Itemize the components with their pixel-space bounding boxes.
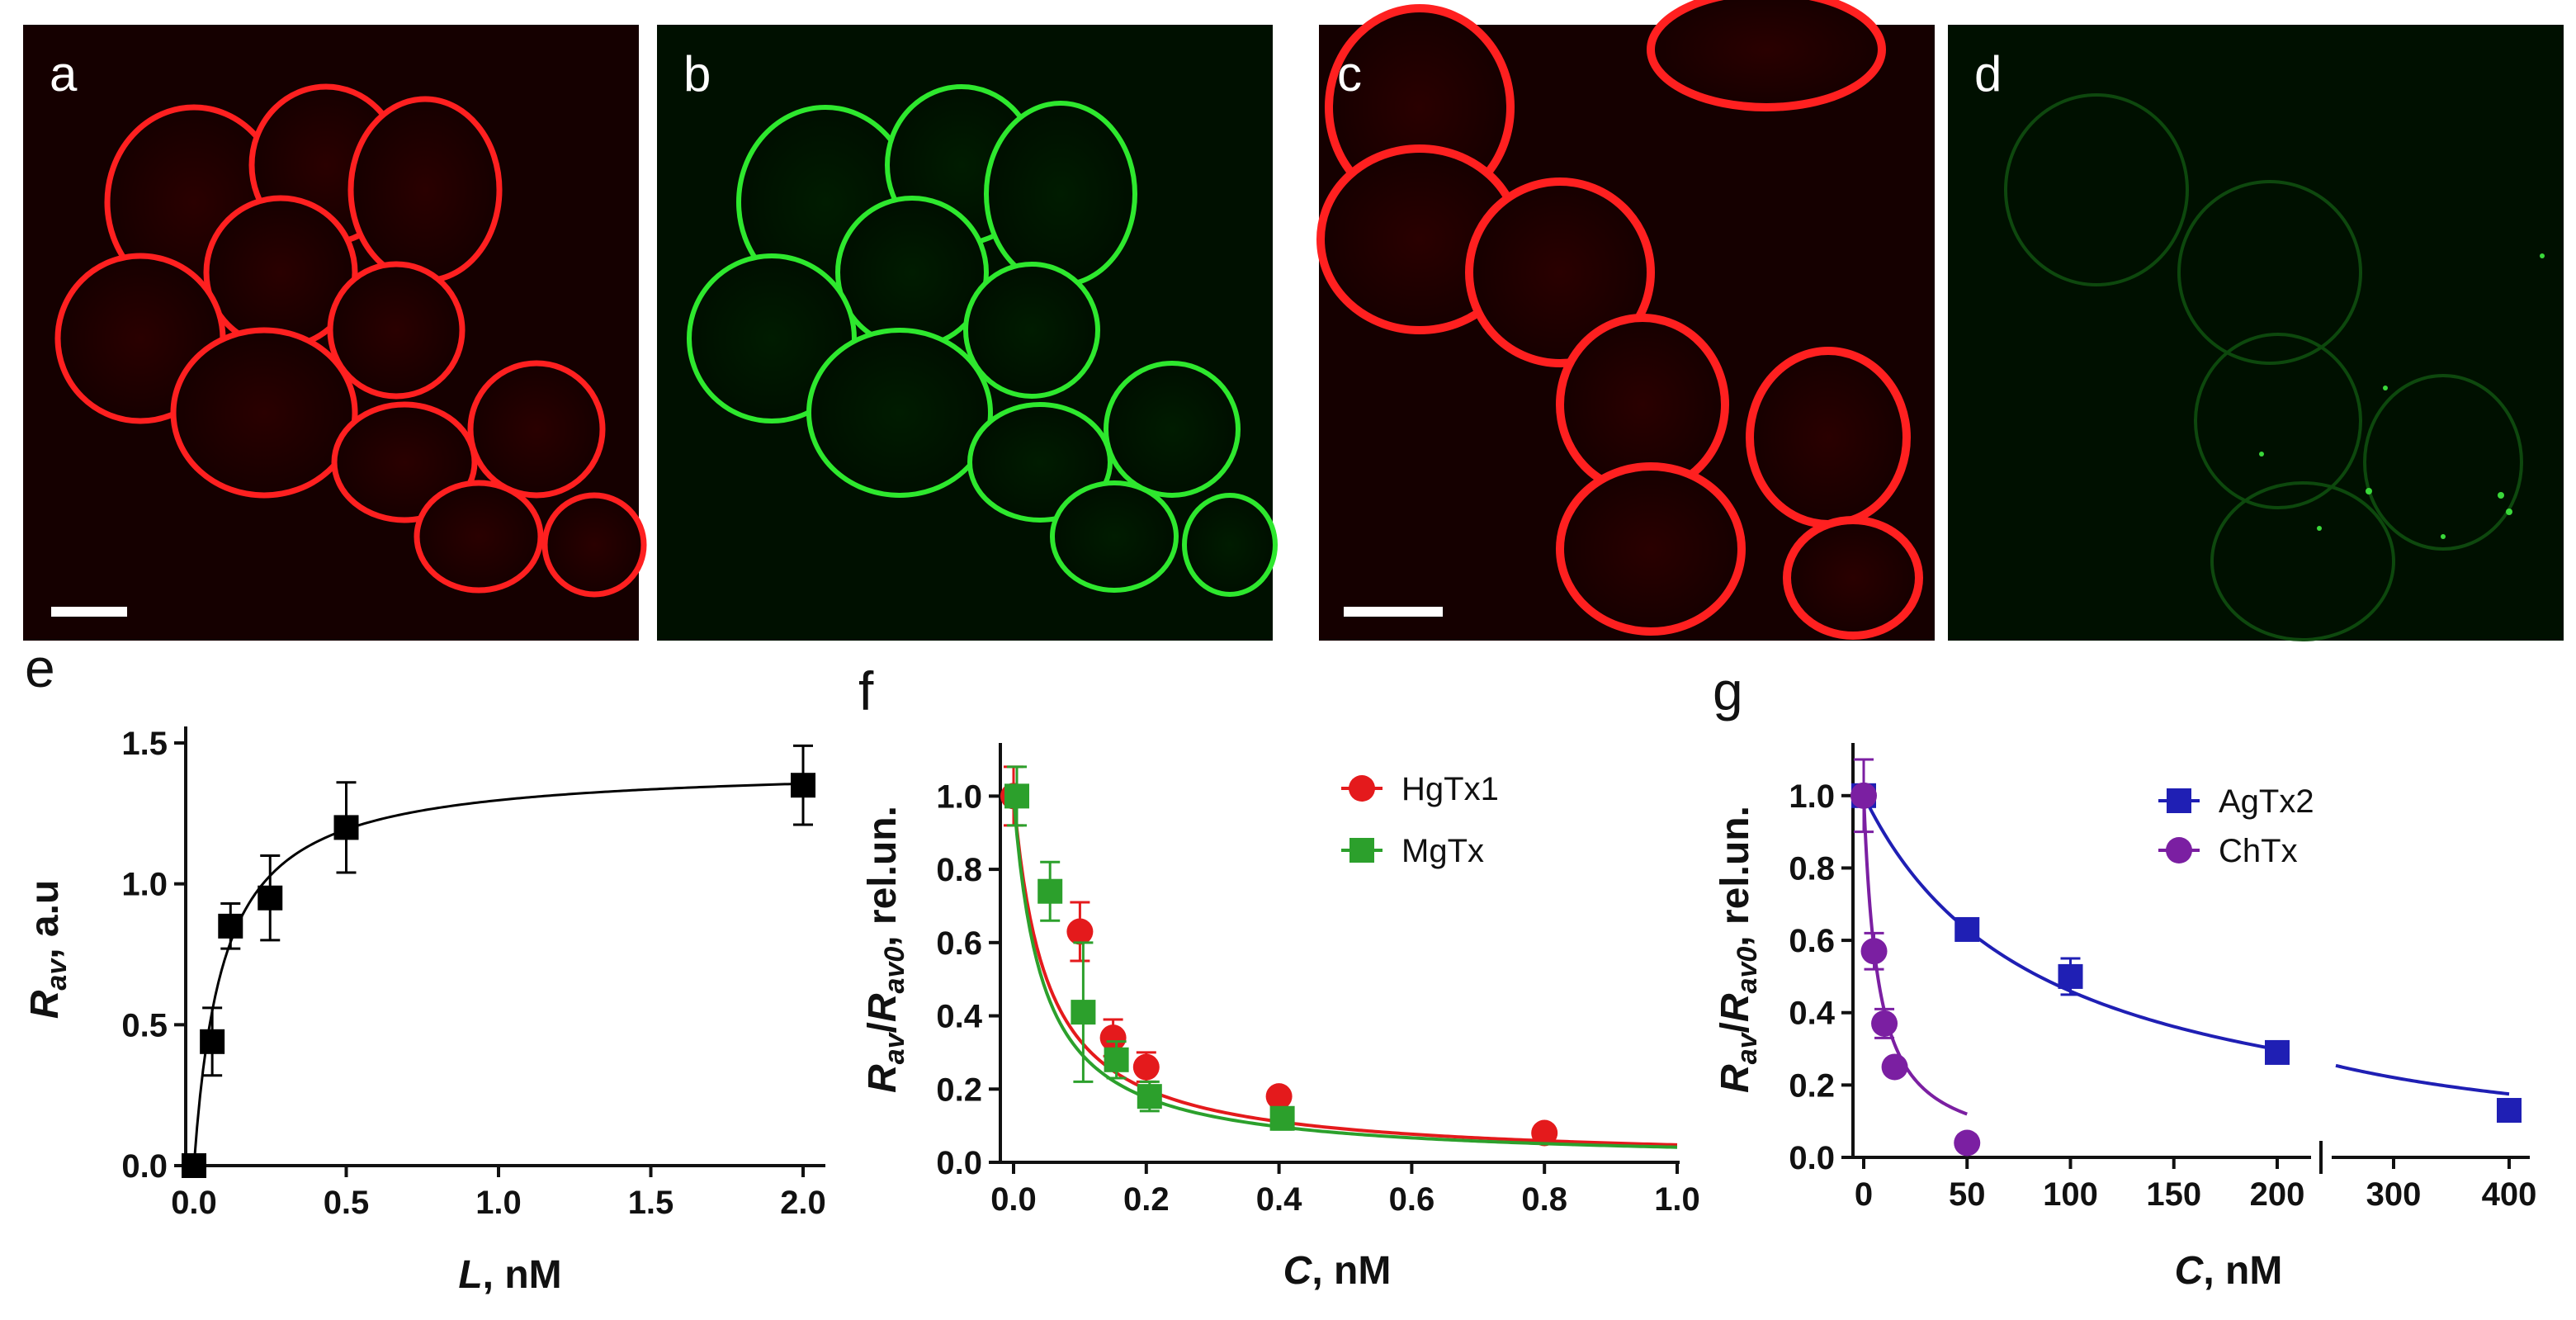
data-point-MgTx [1137,1084,1162,1109]
fit-curve-AgTx2-b [2335,1063,2510,1096]
x-tick-label: 1.0 [1654,1181,1700,1218]
micrograph-a: a [23,25,647,641]
y-tick-label: 0.2 [1789,1067,1835,1104]
y-tick-label: 0.0 [936,1145,982,1181]
x-tick-label: 0 [1855,1176,1873,1213]
y-tick-label: 0.2 [936,1072,982,1108]
legend-label: AgTx2 [2219,783,2314,820]
x-tick-label: 0.4 [1256,1181,1302,1218]
panel-label-a: a [50,46,78,102]
panel-label-d: d [1974,46,2002,102]
panel-label-e: e [25,637,55,698]
legend-marker [2167,788,2191,813]
data-point-ChTx [1881,1053,1908,1081]
data-point-HgTx1 [1099,1024,1127,1052]
data-point-AgTx2 [2497,1098,2522,1124]
data-point-HgTx1 [1265,1083,1293,1110]
data-point [333,815,359,840]
panel-label-c: c [1337,46,1362,102]
data-point-MgTx [1037,878,1063,904]
y-tick-label: 0.4 [1789,996,1835,1032]
data-point [218,913,243,939]
y-tick-label: 1.0 [121,867,168,903]
x-tick-label: 200 [2250,1176,2305,1213]
x-tick-label: 100 [2043,1176,2098,1213]
x-tick-label: 150 [2146,1176,2201,1213]
y-tick-label: 0.8 [936,852,982,888]
data-point-MgTx [1269,1105,1295,1131]
x-axis-label: C, nM [2175,1249,2283,1293]
x-tick-label: 1.0 [475,1185,522,1221]
legend-marker [1349,838,1374,863]
x-tick-label: 0.0 [990,1181,1037,1218]
fit-curve-ChTx [1862,795,1968,1116]
data-point-MgTx [1004,783,1029,809]
data-point [258,885,283,911]
y-axis-label: Rav/Rav0, rel.un. [861,806,910,1093]
data-point-HgTx1 [1132,1053,1160,1081]
fit-curve-HgTx1 [1012,796,1678,1147]
data-point [182,1153,206,1178]
micrograph-c: c [1316,0,1935,641]
y-tick-label: 0.0 [121,1148,168,1185]
data-point-ChTx [1850,782,1877,809]
chart-g: 0.0 0.2 0.4 0.6 0.8 1.0 0 50 100 150 200 300 400 AgTx… [1713,743,2536,1293]
x-axis-label: C, nM [1283,1249,1392,1293]
micrograph-b: b [657,25,1278,641]
scale-bar [51,607,127,617]
x-tick-label: 50 [1949,1176,1986,1213]
legend-label: HgTx1 [1401,771,1499,807]
data-point-ChTx [1954,1129,1981,1157]
x-axis-label: L, nM [458,1253,561,1297]
y-tick-label: 1.0 [1789,778,1835,815]
data-point-AgTx2 [2058,963,2083,989]
y-tick-label: 0.6 [1789,923,1835,959]
x-tick-label: 0.5 [324,1185,370,1221]
y-tick-label: 0.8 [1789,850,1835,887]
y-tick-label: 1.5 [121,726,168,762]
panel-label-b: b [683,46,711,102]
data-point-ChTx [1860,938,1888,965]
x-tick-label: 0.2 [1123,1181,1170,1218]
data-point-MgTx [1071,1000,1096,1025]
x-tick-label: 0.0 [171,1185,217,1221]
chart-f: 0.0 0.2 0.4 0.6 0.8 1.0 0.0 0.2 0.4 0.6 0.8 1.0 HgTx… [861,743,1700,1293]
y-axis-label: Rav, a.u [23,880,73,1020]
fit-curve-MgTx [1012,796,1678,1149]
panel-label-f: f [858,660,874,722]
y-tick-label: 0.4 [936,999,982,1035]
chart-e: 0.0 0.5 1.0 1.5 0.0 0.5 1.0 1.5 2.0 L, nM Rav, a.u [23,726,826,1297]
legend-label: ChTx [2219,833,2298,869]
x-tick-label: 2.0 [780,1185,826,1221]
legend-marker [2166,837,2192,863]
data-point-AgTx2 [1954,916,1980,942]
y-tick-label: 0.0 [1789,1140,1835,1176]
legend-label: MgTx [1401,833,1484,869]
data-point-HgTx1 [1066,918,1094,945]
y-tick-label: 0.5 [121,1007,168,1043]
x-tick-label: 0.6 [1389,1181,1435,1218]
y-axis-label: Rav/Rav0, rel.un. [1713,806,1763,1093]
data-point-MgTx [1104,1047,1129,1072]
x-tick-label: 0.8 [1521,1181,1567,1218]
fit-curve [192,782,804,1166]
x-tick-label: 300 [2366,1176,2422,1213]
data-point [791,773,815,798]
x-tick-label: 1.5 [628,1185,674,1221]
data-point-AgTx2 [2265,1039,2290,1065]
legend-marker [1349,775,1375,802]
x-tick-label: 400 [2482,1176,2537,1213]
panel-label-g: g [1713,660,1743,722]
data-point-HgTx1 [1531,1119,1558,1147]
y-tick-label: 1.0 [936,778,982,815]
y-tick-label: 0.6 [936,925,982,962]
data-point [200,1029,225,1054]
fit-curve-AgTx2 [1862,794,2278,1052]
scale-bar [1344,607,1443,617]
micrograph-d: d [1948,25,2564,641]
data-point-ChTx [1871,1010,1898,1037]
